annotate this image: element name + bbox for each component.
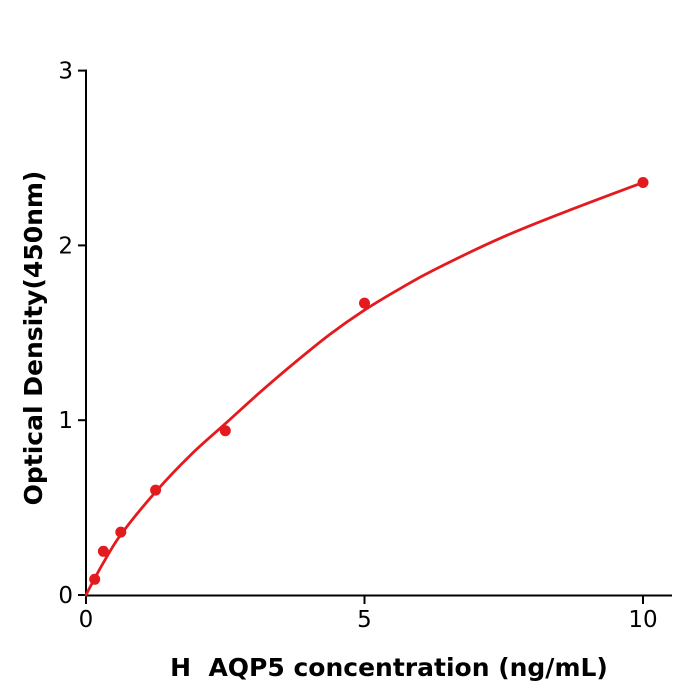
fitted-curve: [84, 181, 645, 597]
x-axis-title: H AQP5 concentration (ng/mL): [170, 653, 608, 682]
data-point: [115, 526, 127, 538]
x-axis-ticks: [85, 596, 644, 604]
y-axis-title: Optical Density(450nm): [19, 171, 48, 506]
data-points-layer: [89, 177, 649, 585]
y-axis-ticks: [78, 69, 86, 596]
x-tick-label-0: 0: [79, 607, 94, 633]
y-tick-label-3: 3: [58, 59, 73, 85]
x-tick-label-10: 10: [628, 607, 657, 633]
axes-spines: [85, 69, 672, 597]
data-point: [637, 177, 649, 188]
y-axis-tick-labels: 0 1 2 3: [58, 59, 73, 609]
fitted-curve-layer: [84, 181, 645, 597]
y-tick-label-0: 0: [58, 583, 73, 609]
data-point: [359, 297, 370, 309]
y-tick-label-1: 1: [58, 408, 73, 434]
data-point: [150, 484, 162, 496]
data-point: [219, 425, 231, 437]
data-point: [89, 573, 101, 585]
x-axis-tick-labels: 0 5 10: [79, 607, 658, 633]
data-point: [97, 545, 109, 557]
y-tick-label-2: 2: [58, 233, 73, 259]
x-tick-label-5: 5: [357, 607, 372, 633]
